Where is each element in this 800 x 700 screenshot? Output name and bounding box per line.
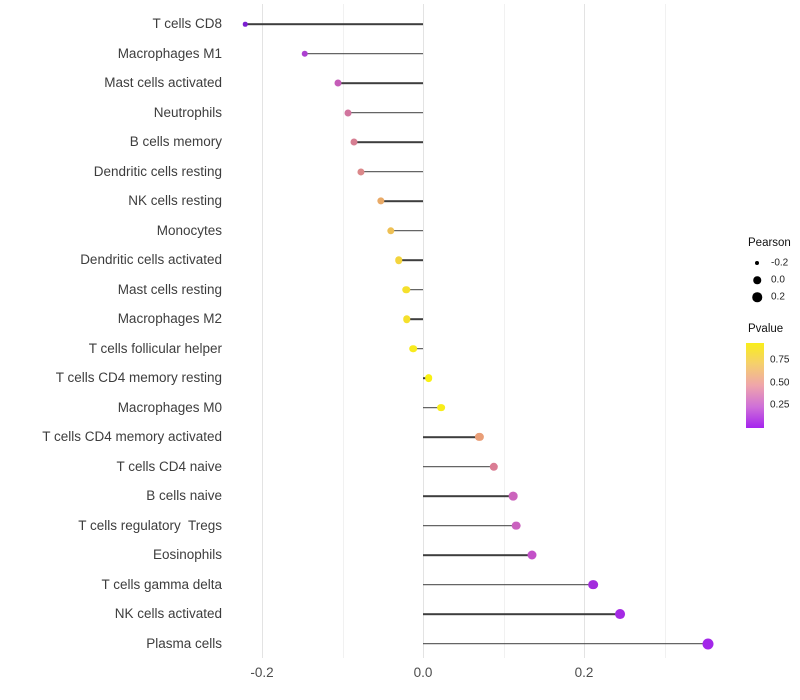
gridline-major [584, 4, 585, 658]
lollipop-stem [423, 583, 593, 586]
category-label: T cells CD8 [152, 16, 222, 31]
pvalue-legend-title: Pvalue [748, 323, 784, 335]
lollipop-stem [423, 465, 494, 468]
category-label: NK cells activated [114, 606, 222, 621]
lollipop-stem [381, 200, 423, 202]
pearson-legend-label: -0.2 [771, 257, 789, 269]
category-label: Mast cells resting [117, 281, 222, 297]
category-label: T cells CD4 memory resting [55, 370, 222, 385]
lollipop-dot [615, 609, 626, 619]
lollipop-dot [512, 521, 521, 530]
gridline-minor [664, 4, 666, 658]
category-label: Macrophages M1 [117, 45, 222, 61]
category-label: Eosinophils [152, 547, 222, 562]
gridline-minor [342, 4, 344, 658]
lollipop-dot [334, 79, 342, 87]
x-tick-label: -0.2 [250, 665, 274, 680]
lollipop-dot [527, 550, 537, 560]
lollipop-stem [423, 613, 621, 615]
lollipop-dot [403, 315, 411, 323]
lollipop-dot [588, 579, 598, 590]
lollipop-dot [301, 50, 308, 57]
category-label: NK cells resting [128, 193, 222, 208]
lollipop-stem [304, 52, 423, 55]
pvalue-tick-label: 0.50 [770, 377, 790, 389]
category-label: Dendritic cells resting [93, 163, 222, 179]
gridline-major [423, 4, 424, 658]
lollipop-stem [423, 436, 480, 438]
lollipop-stem [423, 406, 441, 409]
lollipop-stem [353, 141, 423, 143]
category-label: B cells memory [129, 134, 222, 149]
pearson-legend-label: 0.0 [771, 274, 785, 286]
lollipop-stem [348, 111, 423, 114]
pvalue-tick-label: 0.75 [770, 354, 790, 366]
lollipop-stem [423, 554, 532, 556]
lollipop-dot [475, 432, 484, 442]
lollipop-stem [406, 288, 423, 291]
category-label: B cells naive [146, 488, 222, 503]
category-label: T cells gamma delta [101, 576, 222, 592]
category-label: T cells CD4 naive [116, 458, 222, 474]
lollipop-stem [245, 23, 423, 25]
pearson-legend-title: Pearson [748, 237, 791, 249]
pearson-legend-dot [753, 276, 761, 284]
lollipop-dot [402, 285, 410, 294]
lollipop-dot [409, 344, 418, 353]
gridline-minor [503, 4, 505, 658]
lollipop-dot [508, 491, 518, 501]
lollipop-dot [395, 256, 403, 264]
lollipop-stem [361, 170, 423, 173]
pvalue-tick-label: 0.25 [770, 399, 790, 411]
lollipop-dot [436, 403, 445, 412]
category-label: Macrophages M2 [117, 311, 222, 326]
lollipop-stem [406, 318, 423, 320]
lollipop-dot [387, 226, 395, 235]
lollipop-dot [357, 167, 365, 176]
x-tick-label: 0.2 [574, 665, 594, 680]
lollipop-dot [377, 197, 385, 205]
lollipop-dot [344, 109, 352, 116]
pearson-legend-dot [752, 292, 762, 302]
category-label: T cells follicular helper [88, 340, 222, 356]
lollipop-dot [350, 138, 358, 146]
category-label: Macrophages M0 [117, 399, 222, 415]
gridline-major [262, 4, 263, 658]
lollipop-stem [423, 642, 708, 645]
lollipop-stem [413, 347, 423, 350]
category-label: Dendritic cells activated [80, 252, 222, 267]
lollipop-stem [423, 495, 514, 497]
category-label: Mast cells activated [104, 75, 222, 90]
category-label: Plasma cells [146, 635, 222, 651]
lollipop-stem [337, 82, 423, 84]
pvalue-colorbar [746, 343, 764, 428]
category-label: Neutrophils [153, 104, 222, 120]
lollipop-stem [423, 524, 517, 527]
category-label: Monocytes [156, 222, 222, 238]
lollipop-dot [242, 21, 248, 27]
pearson-legend-dot [755, 261, 759, 265]
category-label: T cells regulatory Tregs [78, 517, 222, 533]
lollipop-stem [390, 229, 423, 232]
lollipop-dot [424, 374, 433, 382]
pearson-legend-label: 0.2 [771, 291, 785, 303]
category-label: T cells CD4 memory activated [42, 429, 222, 444]
lollipop-dot [702, 638, 714, 649]
lollipop-dot [489, 462, 499, 471]
lollipop-stem [398, 259, 423, 261]
x-tick-label: 0.0 [413, 665, 433, 680]
